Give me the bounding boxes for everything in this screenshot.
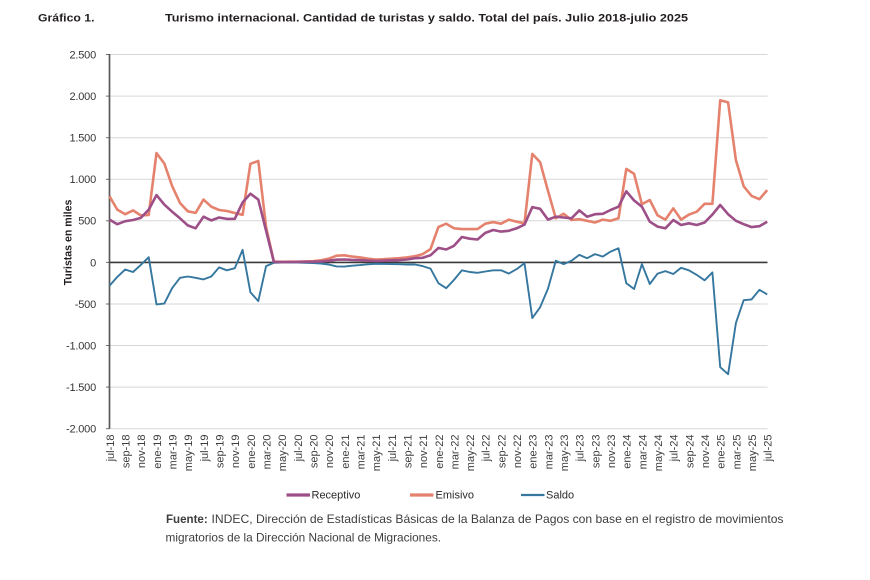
svg-text:mar-20: mar-20 — [262, 435, 274, 470]
svg-text:may-22: may-22 — [465, 435, 477, 472]
svg-text:jul-21: jul-21 — [387, 435, 399, 463]
svg-text:jul-20: jul-20 — [293, 435, 305, 463]
svg-text:-1.500: -1.500 — [66, 382, 96, 394]
svg-text:INDEC, Dirección de Estadístic: INDEC, Dirección de Estadísticas Básicas… — [212, 512, 784, 526]
svg-text:ene-19: ene-19 — [152, 435, 164, 469]
svg-text:may-24: may-24 — [653, 435, 665, 472]
svg-text:jul-23: jul-23 — [575, 435, 587, 463]
svg-text:0: 0 — [90, 257, 96, 269]
svg-text:nov-20: nov-20 — [324, 435, 336, 469]
svg-text:Saldo: Saldo — [546, 490, 574, 502]
svg-text:sep-21: sep-21 — [402, 435, 414, 469]
svg-text:sep-22: sep-22 — [496, 435, 508, 469]
svg-text:-2.000: -2.000 — [66, 424, 96, 436]
svg-text:Gráfico 1.: Gráfico 1. — [38, 12, 95, 24]
svg-text:nov-24: nov-24 — [700, 435, 712, 469]
svg-text:ene-21: ene-21 — [340, 435, 352, 469]
svg-text:1.000: 1.000 — [69, 174, 96, 186]
svg-text:migratorios de la Dirección Na: migratorios de la Dirección Nacional de … — [166, 530, 442, 544]
svg-text:jul-24: jul-24 — [669, 435, 681, 463]
svg-text:sep-20: sep-20 — [309, 435, 321, 469]
svg-text:Fuente:: Fuente: — [166, 512, 208, 526]
svg-text:-500: -500 — [75, 299, 96, 311]
svg-text:sep-23: sep-23 — [590, 435, 602, 469]
svg-text:may-19: may-19 — [183, 435, 195, 472]
svg-text:sep-24: sep-24 — [684, 435, 696, 469]
svg-text:Turismo internacional. Cantida: Turismo internacional. Cantidad de turis… — [165, 12, 688, 24]
svg-text:2.000: 2.000 — [69, 91, 96, 103]
svg-text:nov-19: nov-19 — [230, 435, 242, 469]
svg-text:mar-23: mar-23 — [543, 435, 555, 470]
svg-text:Turistas en miles: Turistas en miles — [63, 200, 75, 286]
svg-text:ene-25: ene-25 — [716, 435, 728, 469]
svg-text:500: 500 — [78, 216, 96, 228]
svg-text:sep-19: sep-19 — [215, 435, 227, 469]
svg-text:may-23: may-23 — [559, 435, 571, 472]
svg-text:ene-20: ene-20 — [246, 435, 258, 469]
svg-text:2.500: 2.500 — [69, 49, 96, 61]
svg-text:nov-21: nov-21 — [418, 435, 430, 469]
svg-text:1.500: 1.500 — [69, 133, 96, 145]
svg-text:may-21: may-21 — [371, 435, 383, 472]
svg-text:Emisivo: Emisivo — [436, 490, 475, 502]
svg-text:nov-22: nov-22 — [512, 435, 524, 469]
svg-text:mar-25: mar-25 — [731, 435, 743, 470]
svg-text:ene-23: ene-23 — [528, 435, 540, 469]
svg-text:sep-18: sep-18 — [121, 435, 133, 469]
svg-text:ene-22: ene-22 — [434, 435, 446, 469]
svg-text:mar-19: mar-19 — [168, 435, 180, 470]
svg-text:Receptivo: Receptivo — [312, 490, 361, 502]
svg-text:-1.000: -1.000 — [66, 340, 96, 352]
svg-text:mar-22: mar-22 — [449, 435, 461, 470]
svg-text:jul-19: jul-19 — [199, 435, 211, 463]
svg-text:jul-22: jul-22 — [481, 435, 493, 463]
svg-text:mar-24: mar-24 — [637, 435, 649, 470]
svg-text:mar-21: mar-21 — [356, 435, 368, 470]
svg-text:jul-18: jul-18 — [105, 435, 117, 463]
svg-text:ene-24: ene-24 — [622, 435, 634, 469]
svg-text:nov-23: nov-23 — [606, 435, 618, 469]
svg-text:nov-18: nov-18 — [136, 435, 148, 469]
svg-text:may-25: may-25 — [747, 435, 759, 472]
svg-text:may-20: may-20 — [277, 435, 289, 472]
svg-text:jul-25: jul-25 — [763, 435, 775, 463]
